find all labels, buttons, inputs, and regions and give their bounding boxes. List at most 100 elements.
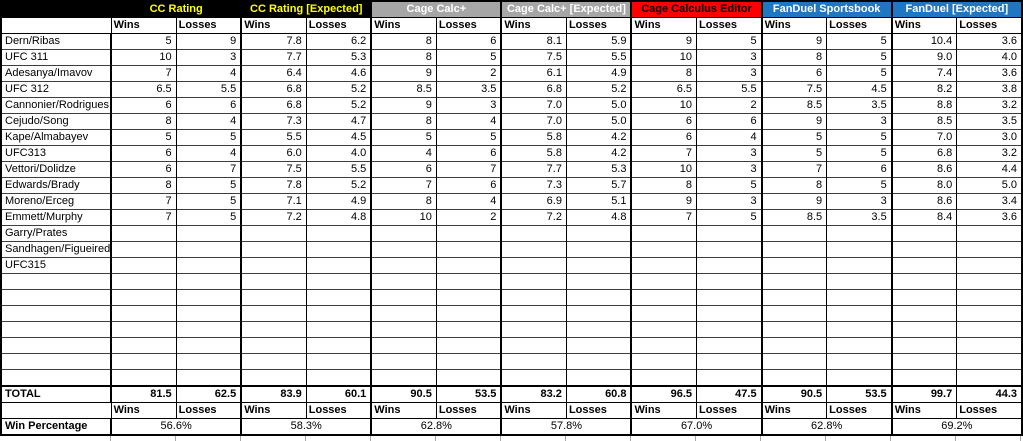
col-header-cell[interactable]: Losses [956,17,1023,34]
value-cell[interactable]: 7.3 [241,113,307,130]
value-cell[interactable]: 5 [826,65,893,82]
value-cell[interactable]: 9 [761,113,828,130]
value-cell[interactable]: 3 [696,145,763,162]
value-cell[interactable] [956,289,1023,306]
value-cell[interactable] [761,369,828,386]
value-cell[interactable] [176,353,243,370]
value-cell[interactable]: 5 [176,209,243,226]
value-cell[interactable] [696,369,763,386]
value-cell[interactable]: 6 [436,145,503,162]
value-cell[interactable] [241,289,307,306]
value-cell[interactable]: 7 [371,177,437,194]
total-value-cell[interactable]: 90.5 [371,385,437,403]
value-cell[interactable] [176,321,243,338]
value-cell[interactable] [956,369,1023,386]
event-cell[interactable]: Cejudo/Song [1,113,113,130]
value-cell[interactable] [631,305,698,322]
value-cell[interactable] [891,321,958,338]
value-cell[interactable]: 4.0 [306,145,373,162]
value-cell[interactable]: 5.2 [306,81,373,98]
footer-col-header-cell[interactable]: Wins [241,402,307,419]
value-cell[interactable] [501,289,567,306]
value-cell[interactable]: 7 [111,65,177,82]
value-cell[interactable] [111,353,177,370]
value-cell[interactable] [176,289,243,306]
value-cell[interactable]: 6 [631,113,698,130]
value-cell[interactable] [891,241,958,258]
value-cell[interactable]: 8 [111,113,177,130]
value-cell[interactable]: 6 [631,129,698,146]
value-cell[interactable]: 7.1 [241,193,307,210]
col-header-cell[interactable]: Wins [631,17,698,34]
value-cell[interactable] [566,257,633,274]
value-cell[interactable] [631,337,698,354]
value-cell[interactable] [371,353,437,370]
value-cell[interactable] [631,225,698,242]
value-cell[interactable] [176,273,243,290]
total-value-cell[interactable]: 90.5 [761,385,828,403]
value-cell[interactable]: 10.4 [891,33,958,50]
value-cell[interactable] [956,273,1023,290]
col-header-cell[interactable]: Wins [891,17,958,34]
value-cell[interactable] [176,225,243,242]
value-cell[interactable]: 3 [696,161,763,178]
value-cell[interactable]: 4.8 [306,209,373,226]
value-cell[interactable]: 6.0 [241,145,307,162]
col-header-cell[interactable]: Wins [241,17,307,34]
col-header-cell[interactable]: Losses [566,17,633,34]
total-value-cell[interactable]: 47.5 [696,385,763,403]
value-cell[interactable]: 7.7 [501,161,567,178]
value-cell[interactable] [306,225,373,242]
footer-col-header-cell[interactable]: Losses [176,402,243,419]
value-cell[interactable]: 4.5 [826,81,893,98]
value-cell[interactable] [436,353,503,370]
event-cell[interactable]: Emmett/Murphy [1,209,113,226]
value-cell[interactable]: 8 [761,49,828,66]
value-cell[interactable]: 6.8 [241,97,307,114]
value-cell[interactable] [826,321,893,338]
value-cell[interactable]: 5.0 [566,113,633,130]
footer-col-header-cell[interactable]: Wins [891,402,958,419]
value-cell[interactable] [241,337,307,354]
col-header-cell[interactable]: Losses [436,17,503,34]
value-cell[interactable]: 6.8 [241,81,307,98]
value-cell[interactable]: 5 [111,129,177,146]
value-cell[interactable]: 6 [111,161,177,178]
value-cell[interactable]: 4 [371,145,437,162]
event-cell[interactable]: UFC313 [1,145,113,162]
value-cell[interactable]: 5 [111,33,177,50]
value-cell[interactable]: 10 [371,209,437,226]
value-cell[interactable]: 5 [371,129,437,146]
value-cell[interactable] [111,289,177,306]
value-cell[interactable] [111,337,177,354]
value-cell[interactable] [826,369,893,386]
event-cell[interactable] [1,353,113,370]
value-cell[interactable] [111,241,177,258]
total-value-cell[interactable]: 83.2 [501,385,567,403]
value-cell[interactable]: 5.2 [306,177,373,194]
value-cell[interactable]: 3 [826,193,893,210]
value-cell[interactable] [111,273,177,290]
event-cell[interactable] [1,289,113,306]
event-cell[interactable]: Dern/Ribas [1,33,113,50]
footer-col-header-cell[interactable]: Losses [436,402,503,419]
value-cell[interactable]: 5 [436,129,503,146]
value-cell[interactable]: 5 [696,209,763,226]
total-value-cell[interactable]: 60.8 [566,385,633,403]
value-cell[interactable] [306,321,373,338]
value-cell[interactable] [371,369,437,386]
value-cell[interactable]: 5.5 [566,49,633,66]
value-cell[interactable] [826,305,893,322]
value-cell[interactable]: 7.5 [241,161,307,178]
value-cell[interactable] [176,241,243,258]
win-percentage-cell[interactable]: 69.2% [891,418,1023,435]
value-cell[interactable] [631,273,698,290]
value-cell[interactable]: 7.8 [241,33,307,50]
value-cell[interactable] [696,257,763,274]
value-cell[interactable] [436,241,503,258]
event-cell[interactable]: Moreno/Erceg [1,193,113,210]
value-cell[interactable]: 7.5 [761,81,828,98]
value-cell[interactable] [501,321,567,338]
value-cell[interactable]: 8 [111,177,177,194]
value-cell[interactable] [306,337,373,354]
